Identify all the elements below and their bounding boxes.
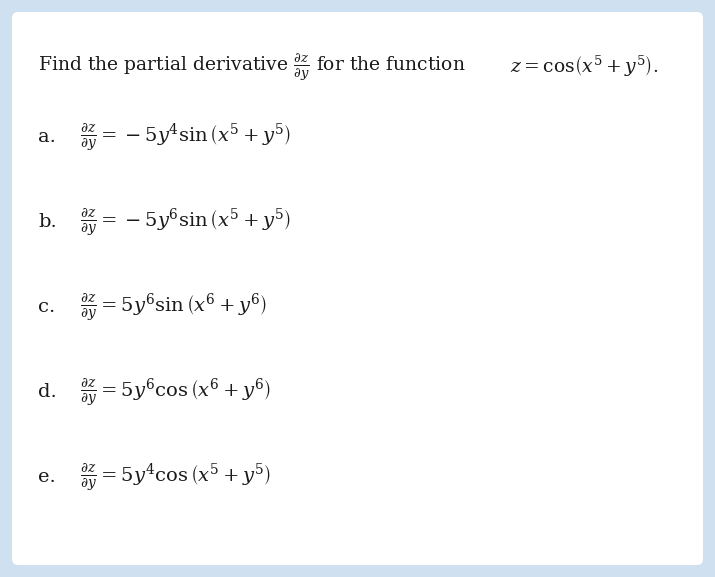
Text: c.: c. <box>38 298 55 316</box>
Text: $z = \cos\!\left(x^5 + y^5\right).$: $z = \cos\!\left(x^5 + y^5\right).$ <box>510 53 659 78</box>
Text: b.: b. <box>38 213 56 231</box>
Text: e.: e. <box>38 468 56 486</box>
Text: $\frac{\partial z}{\partial y} = 5y^6 \sin\left(x^6 + y^6\right)$: $\frac{\partial z}{\partial y} = 5y^6 \s… <box>80 291 267 323</box>
Text: $\frac{\partial z}{\partial y} = 5y^4 \cos\left(x^5 + y^5\right)$: $\frac{\partial z}{\partial y} = 5y^4 \c… <box>80 461 271 493</box>
FancyBboxPatch shape <box>12 12 703 565</box>
Text: Find the partial derivative $\frac{\partial z}{\partial y}$ for the function: Find the partial derivative $\frac{\part… <box>38 52 465 83</box>
Text: $\frac{\partial z}{\partial y} = -5y^6 \sin\left(x^5 + y^5\right)$: $\frac{\partial z}{\partial y} = -5y^6 \… <box>80 206 290 238</box>
Text: $\frac{\partial z}{\partial y} = 5y^6 \cos\left(x^6 + y^6\right)$: $\frac{\partial z}{\partial y} = 5y^6 \c… <box>80 376 271 408</box>
Text: d.: d. <box>38 383 56 401</box>
Text: $\frac{\partial z}{\partial y} = -5y^4 \sin\left(x^5 + y^5\right)$: $\frac{\partial z}{\partial y} = -5y^4 \… <box>80 121 290 153</box>
Text: a.: a. <box>38 128 56 146</box>
